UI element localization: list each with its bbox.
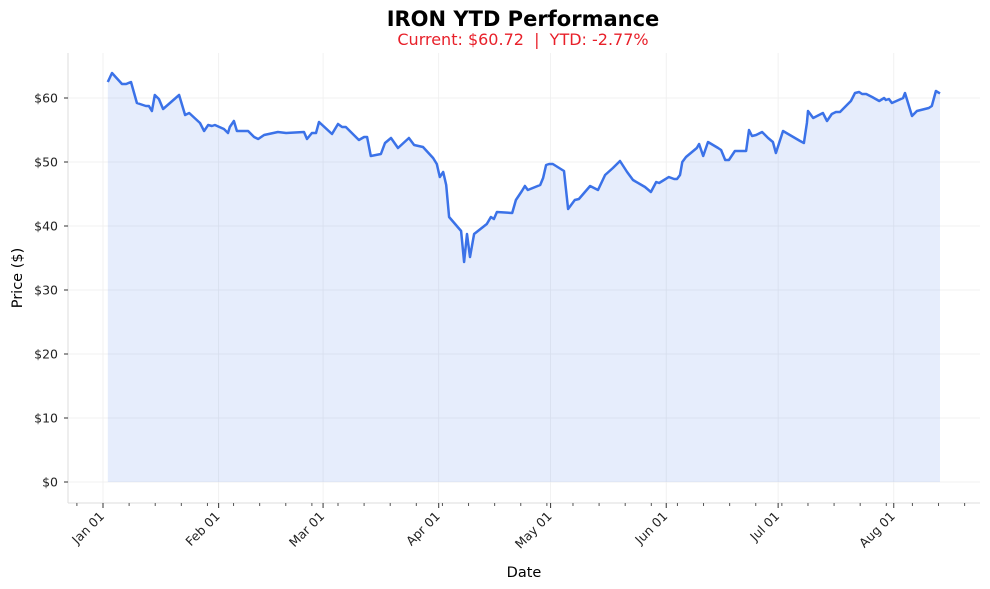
- chart-subtitle: Current: $60.72 | YTD: -2.77%: [397, 30, 648, 49]
- y-tick-label: $30: [34, 283, 58, 298]
- y-tick-label: $50: [34, 155, 58, 170]
- x-axis-label: Date: [507, 565, 542, 581]
- x-tick-label: Mar 01: [286, 509, 327, 550]
- y-tick-label: $10: [34, 411, 58, 426]
- y-tick-label: $40: [34, 219, 58, 234]
- x-tick-label: Feb 01: [182, 509, 222, 549]
- x-tick-label: Jun 01: [631, 509, 670, 548]
- y-axis-ticks: $0 $10 $20 $30 $40 $50 $60: [34, 91, 68, 490]
- x-tick-label: Jul 01: [746, 509, 782, 545]
- y-tick-label: $20: [34, 347, 58, 362]
- x-tick-label: Jan 01: [68, 509, 107, 548]
- y-tick-label: $0: [42, 475, 58, 490]
- y-tick-label: $60: [34, 91, 58, 106]
- price-area-fill: [107, 73, 941, 482]
- x-tick-label: Aug 01: [856, 509, 898, 551]
- chart-title: IRON YTD Performance: [387, 7, 660, 31]
- grid-lines: [68, 53, 980, 503]
- x-axis-ticks: Jan 01 Feb 01 Mar 01 Apr 01 May 01 Jun 01 Jul …: [68, 503, 966, 552]
- y-axis-label: Price ($): [10, 248, 26, 309]
- x-tick-label: Apr 01: [403, 509, 443, 549]
- price-line: [106, 71, 941, 264]
- x-tick-label: May 01: [512, 509, 555, 552]
